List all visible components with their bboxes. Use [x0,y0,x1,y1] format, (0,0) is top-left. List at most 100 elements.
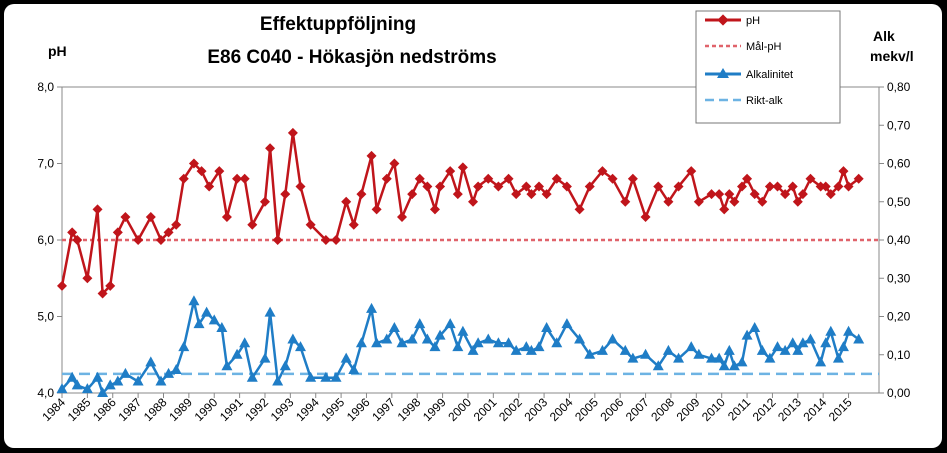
ph-point [280,189,291,200]
alkalinitet-point [201,306,213,317]
chart-subtitle: E86 C040 - Hökasjön nedströms [207,47,496,68]
ph-point [825,189,836,200]
ph-point [295,181,306,192]
x-tick-label: 2000 [445,395,474,424]
alkalinitet-point [525,344,537,355]
y-right-tick-label: 0,00 [887,386,911,400]
alkalinitet-point [366,302,378,313]
alkalinitet-point [673,352,685,363]
ph-point [686,166,697,177]
legend-riktalk-label: Rikt-alk [746,95,783,107]
ph-point [541,189,552,200]
ph-point [815,181,826,192]
ph-point [640,212,651,223]
y-right-tick-label: 0,30 [887,271,911,285]
legend-ph-label: pH [746,15,760,27]
alkalinitet-point [607,333,619,344]
ph-point [145,212,156,223]
alkalinitet-point [779,344,791,355]
x-tick-label: 2008 [648,395,677,424]
ph-point [178,173,189,184]
ph-point [483,173,494,184]
x-tick-label: 2006 [598,395,627,424]
ph-point [305,219,316,230]
chart-title: Effektuppföljning [260,14,416,35]
alkalinitet-point [239,337,251,348]
ph-point [468,196,479,207]
alkalinitet-point [208,314,220,325]
x-tick-label: 2010 [699,395,728,424]
ph-point [105,280,116,291]
x-tick-label: 1995 [318,395,347,424]
ph-point [820,181,831,192]
ph-point [561,181,572,192]
ph-point [724,189,735,200]
alkalinitet-point [444,318,456,329]
alkalinitet-point [574,333,586,344]
alkalinitet-point [112,375,124,386]
ph-point [331,235,342,245]
x-tick-label: 1987 [115,395,144,424]
y-right-unit-label-line2: mekv/l [870,48,914,64]
alkalinitet-point [320,371,332,382]
x-tick-label: 2003 [521,395,550,424]
alkalinitet-point [561,318,573,329]
plot-area: 4,0 5,0 6,0 7,0 8,0 0,00 0,10 0,20 0,30 0,40 0,50 0… [37,80,910,424]
alkalinitet-point [71,379,83,390]
ph-point [673,181,684,192]
ph-point [843,181,854,192]
alkalinitet-point [503,337,515,348]
ph-point [551,173,562,184]
alkalinitet-point [510,344,522,355]
alkalinitet-point [81,383,93,394]
ph-point [221,212,232,223]
ph-point [97,288,108,299]
alkalinitet-point [736,356,748,367]
ph-point [511,189,522,200]
alkalinitet-point [221,360,233,371]
alkalinitet-point [56,383,68,394]
ph-point [653,181,664,192]
ph-point [706,189,717,200]
alkalinitet-point [551,337,563,348]
ph-point [356,189,367,200]
ph-point [188,158,199,169]
ph-point [232,173,243,184]
alkalinitet-point [520,341,532,352]
ph-point [163,227,174,238]
alkalinitet-point [837,341,849,352]
x-tick-label: 2004 [547,395,576,424]
y-right-tick-label: 0,20 [887,310,911,324]
alkalinitet-point [132,375,144,386]
x-tick-label: 1988 [141,395,170,424]
alkalinitet-point [119,367,131,378]
legend-alk-marker [717,68,729,78]
ph-point [574,204,585,215]
alkalinitet-point [355,337,367,348]
ph-point [320,235,331,245]
alkalinitet-point [145,356,157,367]
alkalinitet-point [815,356,827,367]
alkalinitet-point [216,321,228,332]
ph-point [607,173,618,184]
legend-malph-label: Mål-pH [746,41,782,53]
ph-point [407,189,418,200]
alkalinitet-point [231,348,243,359]
y-left-tick-label: 7,0 [37,157,54,171]
ph-point [473,181,484,192]
ph-point [389,158,400,169]
y-right-tick-label: 0,10 [887,348,911,362]
ph-point [526,189,537,200]
alkalinitet-point [178,341,190,352]
alkalinitet-point [295,341,307,352]
alkalinitet-point [685,341,697,352]
ph-point [82,273,93,284]
alkalinitet-point [853,333,865,344]
alkalinitet-point [713,352,725,363]
ph-point [396,212,407,223]
alkalinitet-point [482,333,494,344]
y-left-tick-label: 5,0 [37,310,54,324]
alkalinitet-point [728,360,740,371]
alkalinitet-point [371,337,383,348]
